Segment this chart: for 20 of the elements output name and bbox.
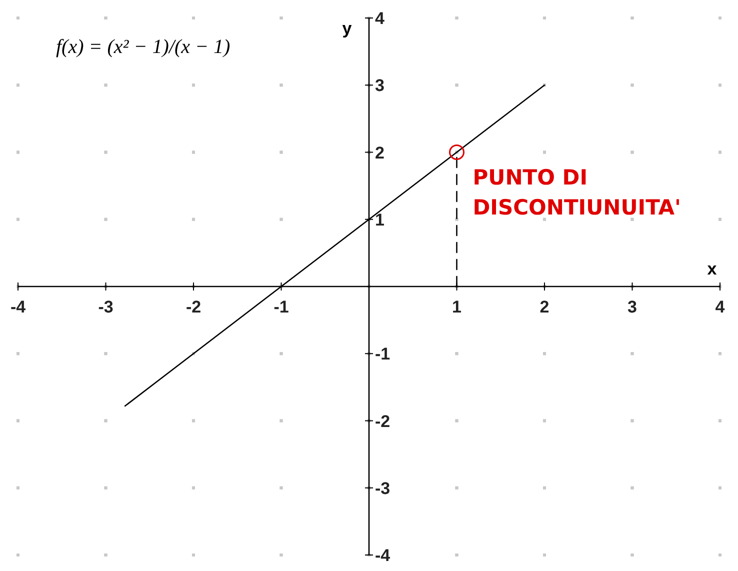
y-tick-label: 2	[375, 143, 384, 162]
y-tick-label: 3	[375, 76, 384, 96]
y-tick-label: 1	[375, 210, 384, 230]
x-tick-label: -4	[10, 298, 26, 316]
y-tick-label: 4	[375, 9, 385, 28]
y-axis-title: y	[342, 19, 352, 38]
x-tick-label: 3	[628, 298, 637, 316]
x-tick-label: -1	[274, 298, 289, 316]
x-tick-label: 1	[452, 298, 462, 316]
y-tick-label: -4	[375, 546, 391, 565]
x-tick-label: 4	[715, 298, 726, 316]
y-tick-label: -1	[375, 344, 390, 364]
annotation: PUNTO DI DISCONTIUNUITA'	[472, 165, 681, 220]
y-tick-label: -2	[375, 412, 390, 431]
x-tick-label: -3	[98, 298, 114, 316]
x-axis-title: x	[707, 260, 718, 278]
x-tick-label: -2	[186, 298, 202, 316]
y-tick-label: -3	[375, 478, 390, 498]
x-tick-label: 2	[540, 298, 550, 316]
text: f(x) = (x² − 1)/(x − 1)	[56, 36, 231, 58]
